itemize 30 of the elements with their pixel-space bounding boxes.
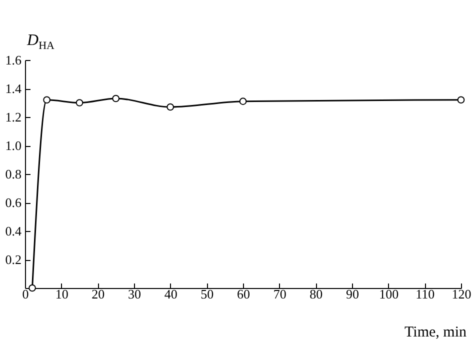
x-tick-label: 0: [22, 286, 29, 302]
x-axis-title: Time, min: [404, 324, 467, 340]
point: [76, 99, 84, 106]
x-tick-label: 60: [237, 286, 250, 302]
point: [457, 96, 465, 104]
y-tick-label: 1.4: [5, 81, 22, 96]
y-tick-label: 0.4: [5, 224, 22, 238]
y-tick-label: 0.8: [5, 166, 22, 182]
x-tick-label: 80: [310, 286, 323, 302]
x-tick-label: 70: [273, 286, 286, 302]
y-tick-label: 1.6: [5, 52, 22, 68]
x-tick-label: 100: [379, 286, 399, 302]
x-tick-label: 120: [452, 286, 472, 302]
y-tick-label: 0.6: [5, 195, 22, 210]
x-tick-label: 50: [200, 286, 214, 302]
y-tick-label: 1.0: [5, 138, 22, 153]
y-tick-label: 0.2: [5, 252, 22, 267]
x-tick-label: 90: [346, 286, 359, 302]
y-axis-title: D$_{HA}$: [27, 32, 54, 52]
point: [239, 98, 247, 105]
point: [112, 94, 120, 102]
x-tick-label: 30: [128, 286, 141, 302]
point: [166, 103, 174, 111]
x-tick-label: 110: [416, 286, 435, 302]
point: [28, 284, 36, 292]
y-tick-label: 1.2: [5, 110, 22, 124]
x-tick-label: 20: [92, 286, 105, 302]
x-tick-label: 40: [164, 286, 178, 302]
point: [43, 96, 50, 104]
x-tick-label: 10: [55, 286, 68, 302]
